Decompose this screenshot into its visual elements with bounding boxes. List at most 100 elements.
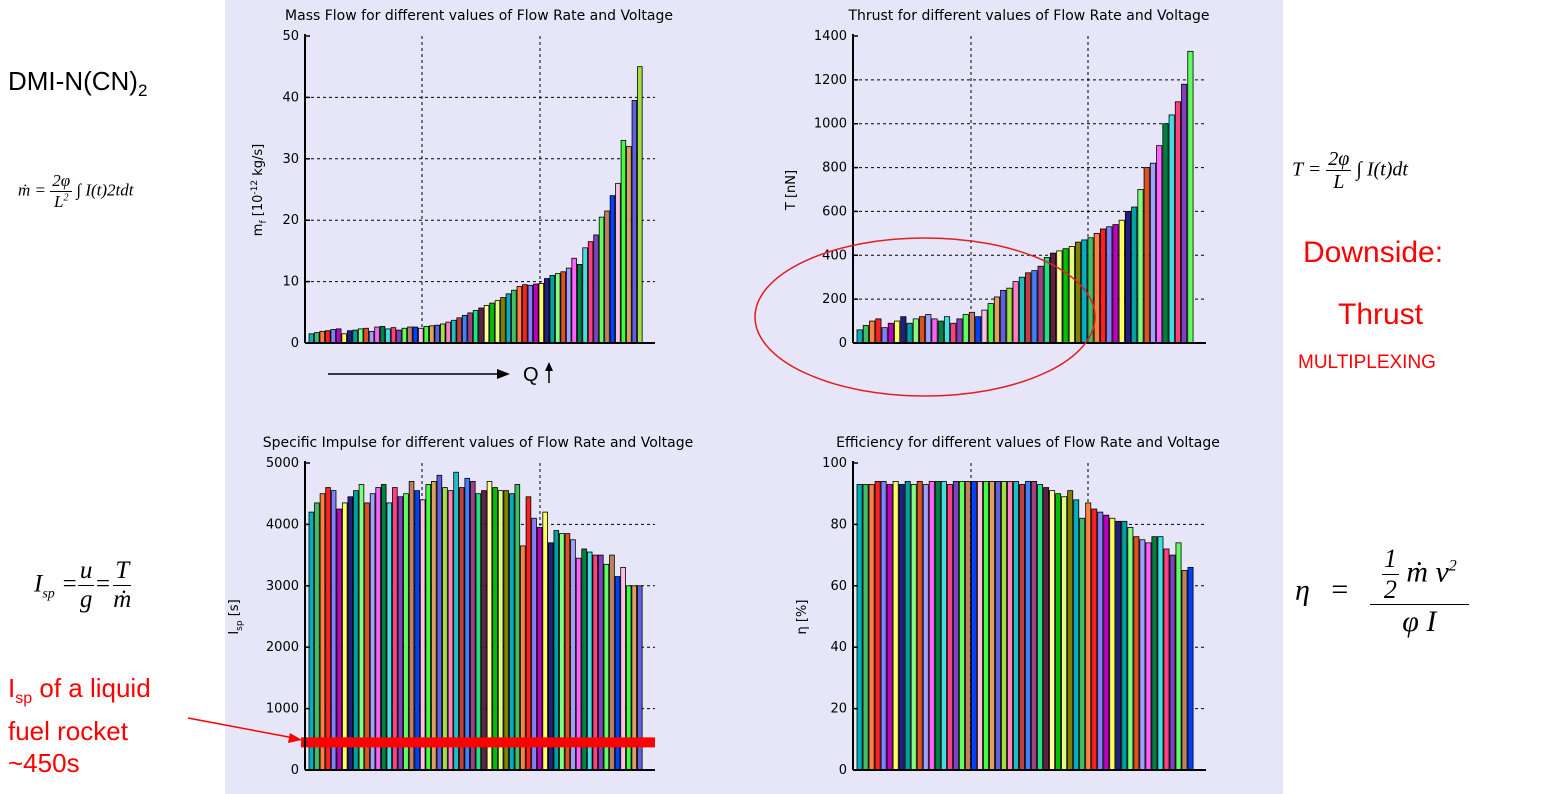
bar xyxy=(937,320,944,344)
bar xyxy=(1073,499,1080,771)
y-tick-label: 3000 xyxy=(266,579,299,594)
bar xyxy=(559,533,565,771)
bar xyxy=(1139,539,1146,771)
bar xyxy=(1093,232,1100,344)
bar xyxy=(403,493,409,771)
bar xyxy=(1131,206,1138,344)
bar xyxy=(988,481,995,771)
bar xyxy=(1019,484,1025,771)
bar xyxy=(880,481,887,771)
bar xyxy=(336,508,342,771)
bar xyxy=(1097,511,1104,771)
bar xyxy=(910,484,917,771)
specific-impulse-chart: Specific Impulse for different values of… xyxy=(227,435,693,778)
bar xyxy=(931,318,938,344)
bar xyxy=(549,275,555,344)
y-tick-label: 10 xyxy=(282,275,299,290)
bar xyxy=(560,271,566,344)
bar xyxy=(868,484,875,771)
bar xyxy=(1006,287,1013,344)
bar xyxy=(958,481,965,771)
y-tick-label: 20 xyxy=(282,213,299,228)
bar xyxy=(1145,542,1152,771)
bar xyxy=(325,330,331,344)
bar xyxy=(1061,496,1068,771)
q-arrow-annotation: Q xyxy=(328,362,553,386)
bar xyxy=(593,234,599,344)
y-tick-label: 0 xyxy=(839,336,847,351)
y-tick-label: 20 xyxy=(830,702,847,717)
bar xyxy=(1025,481,1032,771)
bar xyxy=(533,283,539,344)
bar xyxy=(1001,481,1007,771)
bar xyxy=(516,286,523,344)
bar xyxy=(531,517,537,771)
bar xyxy=(943,316,951,344)
bar xyxy=(904,481,911,771)
bar xyxy=(494,300,501,344)
bar xyxy=(520,545,526,771)
bar xyxy=(314,502,320,771)
bar xyxy=(952,481,959,771)
specific-impulse-title: Specific Impulse for different values of… xyxy=(263,435,694,451)
bar xyxy=(1149,162,1157,344)
bar xyxy=(1067,490,1074,771)
bar xyxy=(380,484,387,771)
bar xyxy=(950,322,957,344)
bar xyxy=(419,499,426,771)
y-tick-label: 600 xyxy=(822,204,847,219)
bar xyxy=(374,326,380,344)
bar xyxy=(423,326,430,344)
compound-title: DMI-N(CN)2 xyxy=(8,66,148,101)
bar xyxy=(1025,272,1032,344)
bar xyxy=(576,264,583,344)
bar xyxy=(500,297,506,344)
bar xyxy=(368,330,375,344)
bar xyxy=(604,210,610,344)
bar xyxy=(436,474,443,771)
bar xyxy=(407,326,413,344)
bar xyxy=(1118,219,1125,344)
bar xyxy=(968,311,976,344)
bar xyxy=(353,490,359,771)
mass-flow-chart: Mass Flow for different values of Flow R… xyxy=(250,8,673,351)
bar xyxy=(581,548,587,771)
bar xyxy=(856,329,863,344)
bar xyxy=(522,284,528,344)
bar xyxy=(1049,490,1056,771)
bar xyxy=(464,477,470,771)
bar xyxy=(887,322,894,344)
bar xyxy=(397,496,404,771)
bar xyxy=(956,318,963,344)
y-tick-label: 40 xyxy=(830,640,847,655)
bar xyxy=(489,302,495,344)
bar xyxy=(1031,270,1038,344)
bar xyxy=(440,323,446,344)
bar xyxy=(900,316,907,344)
bar xyxy=(492,487,498,771)
bar xyxy=(335,328,342,344)
y-tick-label: 800 xyxy=(822,161,847,176)
bar xyxy=(514,484,521,771)
bar xyxy=(1055,493,1062,771)
bar xyxy=(1115,520,1122,771)
bar xyxy=(1109,517,1116,771)
bar xyxy=(497,490,504,771)
bar xyxy=(554,273,561,344)
bar xyxy=(970,481,977,771)
bar xyxy=(508,493,515,771)
bar xyxy=(987,303,994,344)
bar xyxy=(1175,542,1182,771)
bar xyxy=(346,330,353,344)
bar xyxy=(1163,548,1170,771)
y-tick-label: 1000 xyxy=(266,702,299,717)
bar xyxy=(450,319,457,344)
bar xyxy=(1162,123,1169,344)
bar xyxy=(358,484,365,771)
isp-note-pointer-head xyxy=(288,733,302,743)
y-tick-label: 2000 xyxy=(266,640,299,655)
bar xyxy=(547,542,554,771)
bar xyxy=(447,490,454,771)
bar xyxy=(1137,189,1144,344)
bar xyxy=(1103,514,1110,771)
